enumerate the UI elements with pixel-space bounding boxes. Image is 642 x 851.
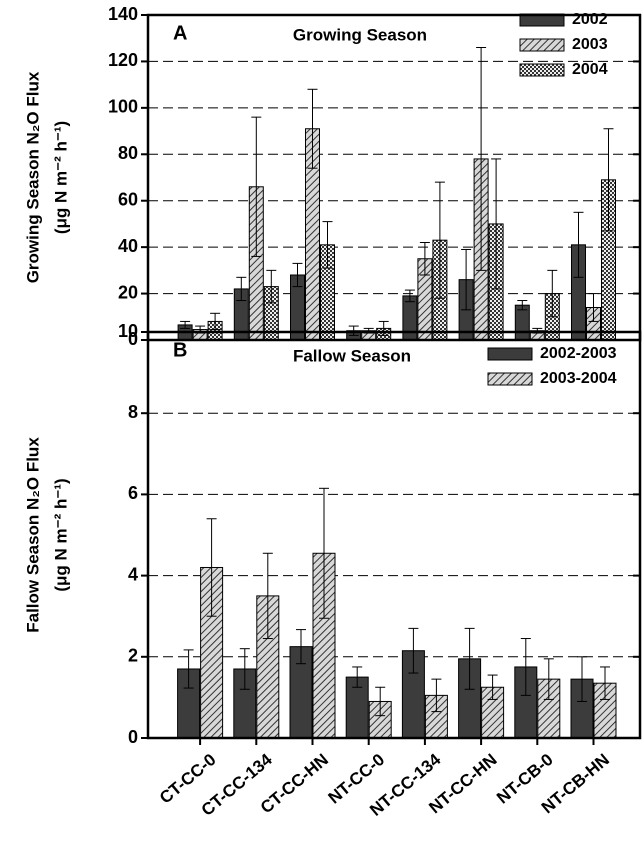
error-bar [404, 289, 415, 303]
error-bar [352, 666, 363, 688]
y-tick-label: 10 [118, 321, 138, 341]
y-axis-label: Fallow Season N₂O Flux [23, 437, 42, 633]
y-axis-unit: (μg N m⁻² h⁻¹) [51, 478, 70, 591]
error-bar [588, 293, 599, 322]
legend-swatch [519, 63, 565, 77]
y-tick-label: 140 [108, 4, 138, 24]
y-tick-label: 40 [118, 236, 138, 256]
y-tick-label: 80 [118, 143, 138, 163]
error-bar [206, 518, 217, 617]
y-tick-label: 2 [128, 646, 138, 666]
error-bar [577, 656, 587, 702]
bar [514, 304, 530, 341]
legend-label: 2003-2004 [540, 370, 617, 387]
error-bar [419, 242, 430, 276]
legend-swatch [487, 347, 533, 361]
y-tick-label: 0 [128, 727, 138, 747]
legend-label: 2003 [572, 36, 608, 53]
y-axis-unit: (μg N m⁻² h⁻¹) [51, 121, 70, 234]
y-tick-label: 8 [128, 402, 138, 422]
error-bar [239, 648, 250, 690]
error-bar [476, 47, 487, 271]
error-bar [292, 262, 303, 288]
error-bar [262, 552, 273, 640]
error-bar [573, 211, 584, 278]
error-bar [431, 678, 442, 713]
error-bar [600, 666, 610, 700]
y-tick-label: 4 [128, 564, 138, 584]
y-tick-label: 0 [128, 329, 138, 349]
plot-frame [146, 13, 642, 342]
legend-label: 2002-2003 [540, 345, 617, 362]
error-bar [464, 627, 475, 690]
error-bar [180, 320, 191, 329]
error-bar [520, 638, 531, 696]
error-bar [434, 181, 445, 299]
bar [402, 295, 418, 341]
error-bar [266, 269, 277, 304]
error-bar [296, 629, 306, 665]
legend-label: 2004 [572, 61, 608, 78]
error-bar [517, 300, 528, 311]
error-bar [375, 686, 386, 717]
error-bar [547, 269, 558, 318]
error-bar [491, 158, 502, 290]
panel-title: Growing Season [293, 25, 427, 44]
error-bar [319, 487, 329, 619]
error-bar [603, 128, 614, 232]
error-bar [322, 221, 333, 269]
panel-title: Fallow Season [293, 346, 411, 365]
error-bar [487, 674, 498, 700]
y-tick-label: 100 [108, 97, 138, 117]
panel-label: A [173, 22, 187, 44]
error-bar [210, 312, 221, 331]
y-tick-label: 6 [128, 483, 138, 503]
error-bar [348, 325, 359, 336]
y-tick-label: 120 [108, 50, 138, 70]
error-bar [183, 649, 194, 689]
error-bar [461, 248, 472, 311]
plot-frame [146, 330, 642, 740]
y-axis-label: Growing Season N₂O Flux [23, 71, 42, 283]
error-bar [307, 88, 318, 169]
error-bar [543, 658, 554, 700]
legend-swatch [519, 38, 565, 52]
panel-label: B [173, 339, 187, 361]
error-bar [408, 627, 419, 674]
y-tick-label: 60 [118, 189, 138, 209]
legend-swatch [487, 372, 533, 386]
error-bar [251, 116, 262, 257]
error-bar [236, 276, 247, 302]
y-tick-label: 20 [118, 282, 138, 302]
